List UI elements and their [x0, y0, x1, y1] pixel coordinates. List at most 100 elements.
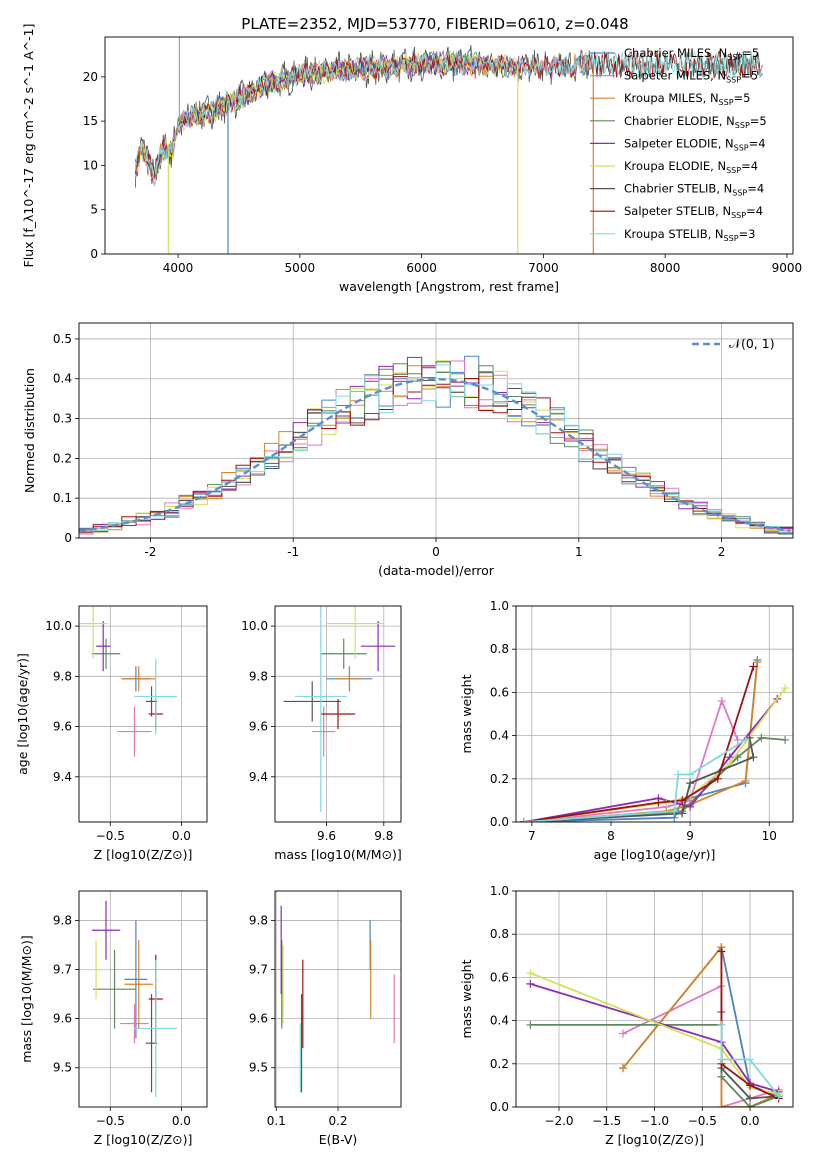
massweight_vs_age-marker-7-1: [654, 798, 663, 807]
mass_vs_Z-xtick-label-1: 0.0: [172, 1114, 191, 1128]
residuals-ytick-label-0: 0: [64, 531, 72, 545]
massweight_vs_age-marker-3-4: [781, 735, 790, 744]
massweight_vs_age-marker-5-4: [781, 684, 790, 693]
mass_vs_EBV-frame: [274, 890, 402, 1108]
massweight_vs_age-marker-1-4: [733, 735, 742, 744]
massweight_vs_age-ylabel: mass weight: [459, 674, 474, 753]
massweight_vs_age-series-0: [523, 659, 759, 822]
massweight_vs_Z-marker-8-1: [717, 1055, 726, 1064]
mass_vs_EBV-plot-area: [280, 905, 395, 1093]
legend-ssp-value-0: =5: [742, 46, 759, 60]
age_vs_Z-xtick-label-0: −0.5: [96, 829, 125, 843]
massweight_vs_age-series-2: [523, 662, 759, 822]
massweight_vs_age-marker-7-2: [678, 796, 687, 805]
mass_vs_Z-ytick-label-1: 9.6: [53, 1012, 72, 1026]
legend-entry-1: Salpeter MILES, NSSP=5: [624, 69, 758, 85]
legend-ssp-value-7: =4: [746, 204, 763, 218]
massweight_vs_age-marker-4-2: [686, 802, 695, 811]
massweight_vs_age-xtick-label-1: 8: [607, 829, 615, 843]
massweight_vs_age-marker-7-4: [749, 662, 758, 671]
spectrum-line-8: [135, 50, 763, 188]
massweight_vs_age-marker-2-3: [741, 776, 750, 785]
massweight_vs_Z-ytick-label-4: 0.8: [490, 927, 509, 941]
age_vs_mass-xlabel: mass [log10(M/M⊙)]: [274, 847, 402, 862]
spectrum-ytick-label-0: 0: [90, 247, 98, 261]
age_vs_mass-plot-area: [283, 606, 396, 812]
age_vs_mass-ytick-label-1: 9.6: [249, 720, 268, 734]
mass_vs_Z-plot-area: [81, 900, 178, 1098]
legend-label-7: Salpeter STELIB, N: [624, 204, 731, 218]
mass_vs_EBV-ytick-label-1: 9.6: [249, 1012, 268, 1026]
massweight_vs_Z-marker-8-0: [717, 1020, 726, 1029]
spectrum-panel: 4000 5000 6000 7000 8000 9000 0 5 10 15 20 waveleng…: [21, 24, 802, 294]
mass_vs_Z-ylabel: mass [log10(M/M⊙)]: [19, 935, 34, 1063]
figure-title: PLATE=2352, MJD=53770, FIBERID=0610, z=0…: [241, 15, 628, 33]
residuals-xtick-label-3: 1: [575, 545, 583, 559]
age_vs_Z-plot-area: [79, 606, 178, 757]
legend-ssp-subscript-2: SSP: [719, 98, 734, 107]
massweight_vs_Z-ytick-label-3: 0.6: [490, 970, 509, 984]
massweight_vs_age-xlabel: age [log10(age/yr)]: [594, 847, 716, 862]
residuals-panel: -2 -1 0 1 2 0 0.1 0.2 0.3 0.4 0.5 (data-model)/erro…: [22, 322, 794, 578]
massweight_vs_age-plot-area: [519, 656, 790, 822]
age_vs_Z-ytick-label-2: 9.8: [53, 669, 72, 683]
mass_vs_Z-xlabel: Z [log10(Z/Z⊙)]: [94, 1132, 193, 1147]
massweight_vs_age-xtick-label-3: 10: [762, 829, 777, 843]
massweight_vs_age-ytick-label-0: 0.0: [490, 815, 509, 829]
legend-label-5: Kroupa ELODIE, N: [624, 159, 726, 173]
massweight_vs_Z-xlabel: Z [log10(Z/Z⊙)]: [605, 1132, 704, 1147]
age_vs_mass-panel: 9.6 9.8 9.4 9.6 9.8 10.0 mass [log10(M/M⊙)]: [241, 605, 402, 862]
massweight_vs_Z-ytick-label-5: 1.0: [490, 884, 509, 898]
massweight_vs_Z-marker-8-3: [774, 1092, 783, 1101]
legend-ssp-subscript-5: SSP: [726, 166, 741, 175]
legend-ssp-subscript-0: SSP: [727, 53, 742, 62]
mass_vs_EBV-ytick-label-0: 9.5: [249, 1061, 268, 1075]
mass_vs_Z-frame: [78, 890, 208, 1108]
residuals-ytick-label-2: 0.2: [53, 451, 72, 465]
massweight_vs_Z-series-7: [720, 951, 780, 1100]
legend-label-1: Salpeter MILES, N: [624, 69, 726, 83]
legend-label-4: Salpeter ELODIE, N: [624, 136, 734, 150]
legend-entry-7: Salpeter STELIB, NSSP=4: [624, 204, 763, 220]
massweight_vs_Z-marker-4-0: [526, 979, 535, 988]
legend-ssp-subscript-3: SSP: [735, 121, 750, 130]
mass_vs_EBV-xtick-label-0: 0.1: [267, 1114, 286, 1128]
residuals-ylabel: Normed distribution: [22, 368, 37, 493]
mass_vs_Z-ytick-label-2: 9.7: [53, 963, 72, 977]
legend-entry-5: Kroupa ELODIE, NSSP=4: [624, 159, 758, 175]
massweight_vs_age-ytick-label-1: 0.2: [490, 772, 509, 786]
massweight_vs_age-marker-3-3: [757, 733, 766, 742]
massweight_vs_age-marker-8-3: [686, 770, 695, 779]
massweight_vs_age-ytick-label-4: 0.8: [490, 642, 509, 656]
legend-label-2: Kroupa MILES, N: [624, 91, 719, 105]
legend-ssp-value-8: =3: [739, 227, 756, 241]
legend-entry-0: Chabrier MILES, NSSP=5: [624, 46, 759, 62]
age_vs_Z-xlabel: Z [log10(Z/Z⊙)]: [94, 847, 193, 862]
age_vs_Z-ytick-label-3: 10.0: [45, 619, 72, 633]
residuals-xtick-label-2: 0: [432, 545, 440, 559]
spectrum-xtick-label-1: 5000: [285, 261, 316, 275]
massweight_vs_Z-xtick-label-2: −1.0: [640, 1114, 669, 1128]
massweight_vs_Z-marker-6-2: [746, 1094, 755, 1103]
massweight_vs_Z-marker-2-2: [717, 1103, 726, 1107]
age_vs_mass-ytick-label-3: 10.0: [241, 619, 268, 633]
massweight_vs_Z-marker-5-0: [526, 969, 535, 978]
massweight_vs_age-marker-6-3: [749, 753, 758, 762]
massweight_vs_Z-panel: −2.0 −1.5 −1.0 −0.5 0.0 0.0 0.2 0.4 0.6 0.8 1.0 Z […: [459, 884, 794, 1147]
legend-ssp-value-3: =5: [750, 114, 767, 128]
massweight_vs_Z-frame: [515, 890, 794, 1108]
massweight_vs_Z-xtick-label-0: −2.0: [544, 1114, 573, 1128]
massweight_vs_Z-marker-3-3: [746, 1103, 755, 1107]
legend-entry-3: Chabrier ELODIE, NSSP=5: [624, 114, 767, 130]
legend-entry-8: Kroupa STELIB, NSSP=3: [624, 227, 755, 243]
massweight_vs_Z-ytick-label-2: 0.4: [490, 1014, 509, 1028]
massweight_vs_age-marker-8-2: [674, 770, 683, 779]
spectrum-frame: [104, 36, 794, 255]
age_vs_mass-xtick-label-0: 9.6: [317, 829, 336, 843]
massweight_vs_Z-series-8: [720, 1024, 780, 1097]
legend-ssp-value-6: =4: [747, 182, 764, 196]
age_vs_Z-panel: −0.5 0.0 9.4 9.6 9.8 10.0 Z [log10(Z/Z⊙)] age […: [15, 605, 208, 862]
massweight_vs_Z-marker-1-0: [618, 1029, 627, 1038]
residuals-ytick-label-4: 0.4: [53, 372, 72, 386]
